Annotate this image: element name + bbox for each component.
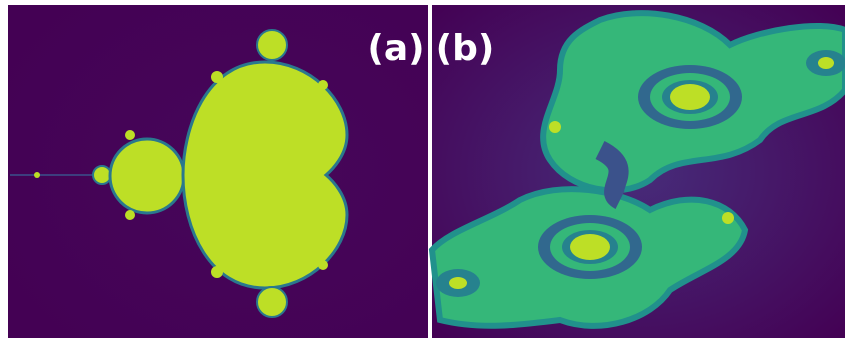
spiral-center xyxy=(436,269,480,297)
spiral-center xyxy=(638,65,742,129)
main-cardioid xyxy=(183,62,347,288)
bulb xyxy=(211,266,223,278)
top-bulb xyxy=(257,30,287,60)
bulb xyxy=(125,130,135,140)
panel-label: (a) xyxy=(367,28,424,69)
small-bulb xyxy=(93,166,111,184)
small-center xyxy=(722,212,734,224)
figure: (a) (b) xyxy=(0,0,845,340)
bulb xyxy=(125,210,135,220)
panel-label: (b) xyxy=(436,28,495,69)
spiral-center xyxy=(538,215,642,279)
spiral-center xyxy=(806,50,845,76)
page: {"labels": {"a": "(a)", "b": "(b)"}} xyxy=(0,0,845,340)
bulb xyxy=(211,71,223,83)
bulb xyxy=(318,80,328,90)
small-center xyxy=(549,121,561,133)
panel-a xyxy=(8,5,428,338)
period-two-bulb xyxy=(110,139,184,213)
bulb xyxy=(318,260,328,270)
bottom-bulb xyxy=(257,287,287,317)
tiny-bulb xyxy=(34,172,40,178)
